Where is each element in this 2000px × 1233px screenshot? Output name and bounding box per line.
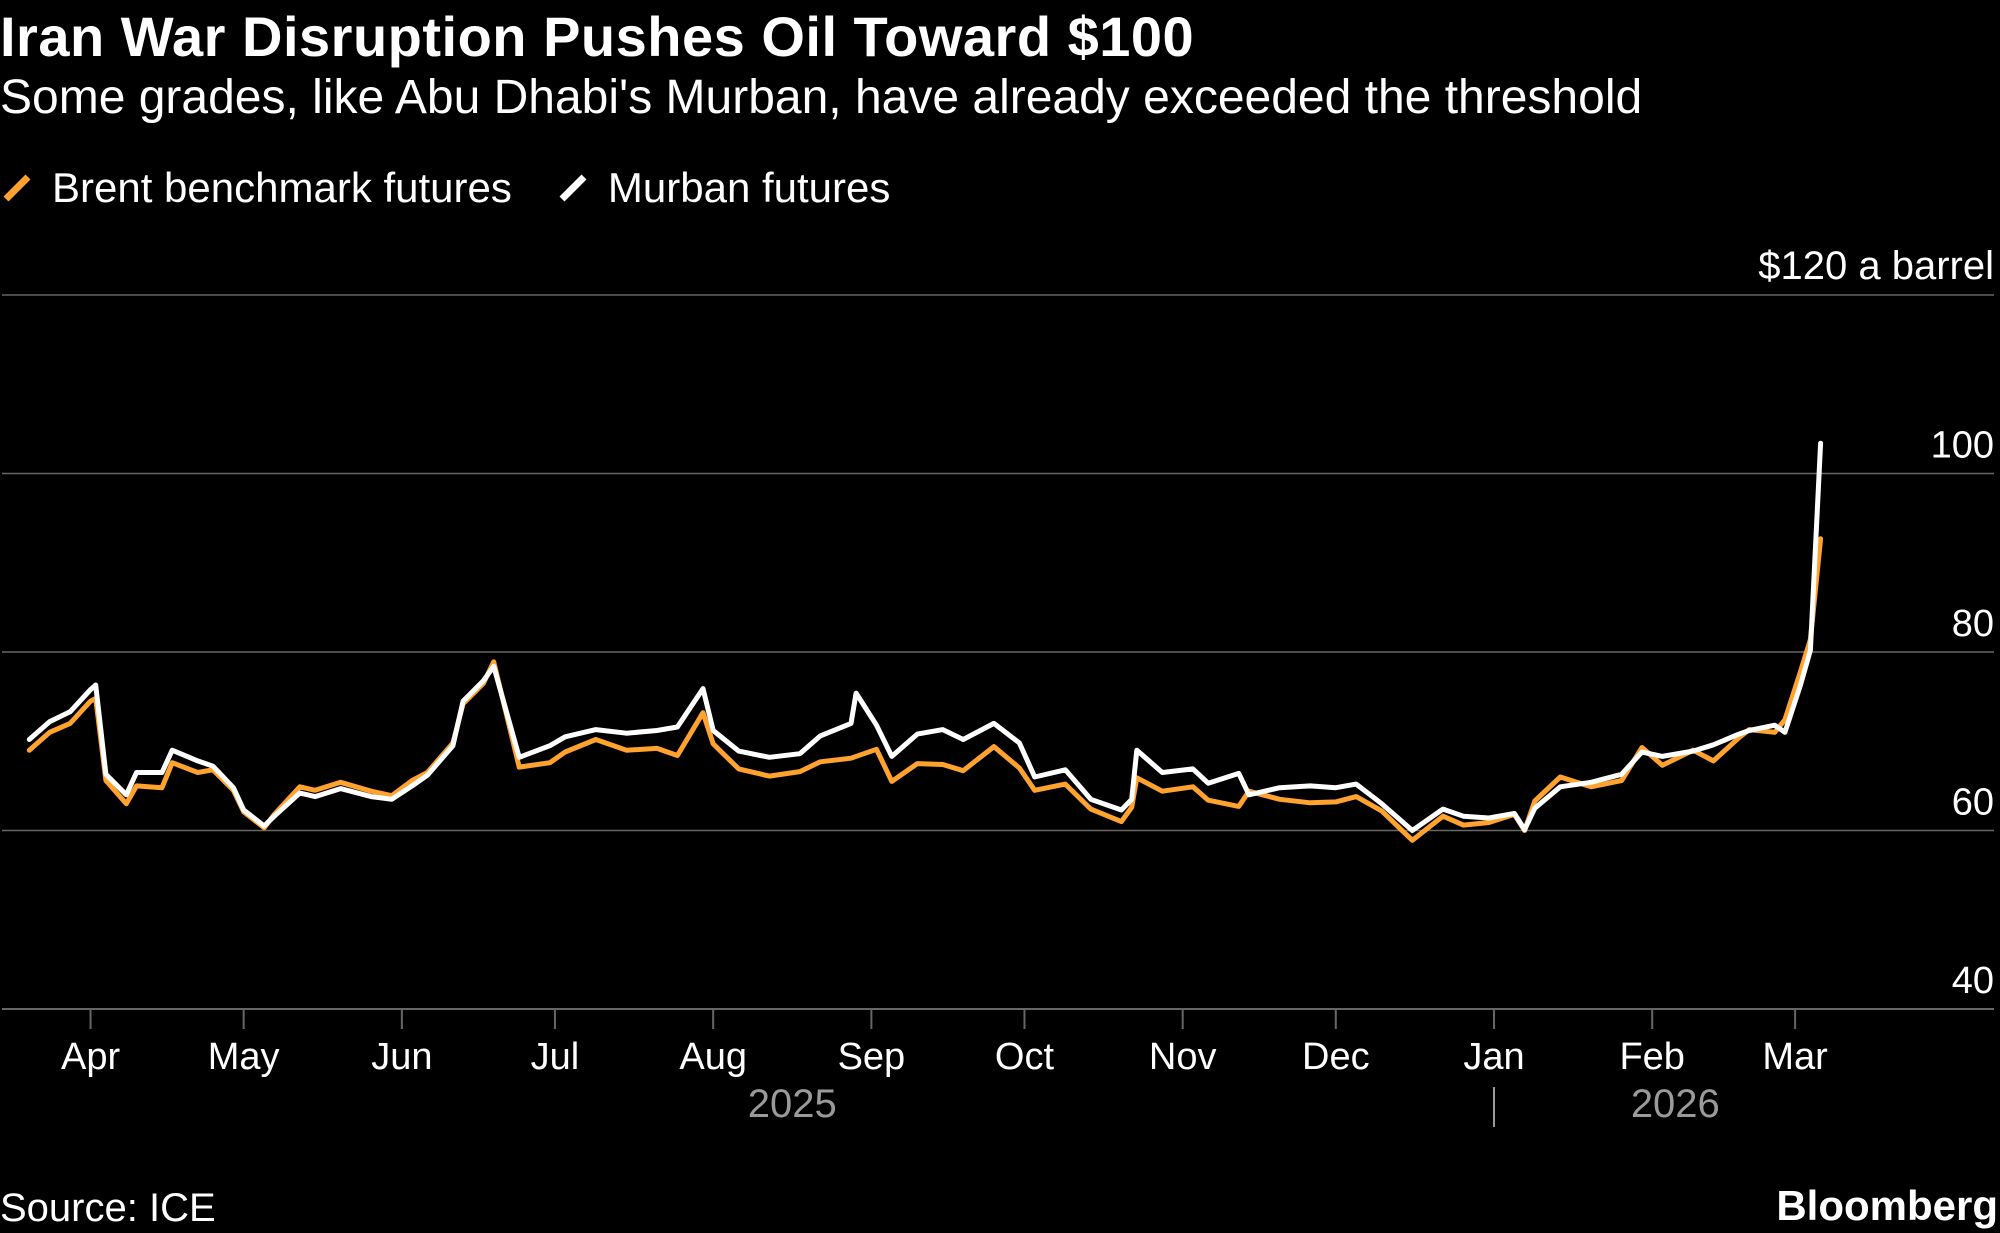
x-tick-label-jan: Jan [1463, 1036, 1524, 1078]
brent-legend-swatch-icon [3, 174, 31, 202]
year-label-2026: 2026 [1631, 1082, 1720, 1126]
y-tick-label-60: 60 [1952, 782, 1994, 824]
y-tick-label-120: $120 a barrel [1758, 244, 1994, 288]
x-tick-label-aug: Aug [679, 1036, 747, 1078]
legend-item-murban: Murban futures [556, 164, 890, 212]
murban-legend-swatch-icon [559, 174, 587, 202]
murban-series-line [26, 440, 1824, 833]
chart-subtitle: Some grades, like Abu Dhabi's Murban, ha… [0, 71, 1643, 124]
bloomberg-logo: Bloomberg [1776, 1182, 1998, 1229]
x-tick-label-dec: Dec [1302, 1036, 1370, 1078]
series-lines [26, 440, 1824, 843]
x-tick-label-oct: Oct [995, 1036, 1055, 1078]
chart-title: Iran War Disruption Pushes Oil Toward $1… [0, 5, 1195, 68]
x-tick-label-may: May [208, 1036, 280, 1078]
x-tick-label-feb: Feb [1619, 1036, 1684, 1078]
x-tick-label-sep: Sep [838, 1036, 906, 1078]
legend-label-murban: Murban futures [607, 164, 891, 211]
legend-item-brent: Brent benchmark futures [0, 164, 512, 212]
x-tick-label-jun: Jun [371, 1036, 432, 1078]
source-note: Source: ICE [0, 1186, 216, 1230]
x-tick-label-nov: Nov [1149, 1036, 1217, 1078]
y-tick-label-40: 40 [1952, 960, 1994, 1002]
x-axis: Apr May Jun Jul Aug Sep Oct Nov Dec Jan Feb Mar 2025… [61, 1009, 1828, 1127]
y-tick-label-100: 100 [1931, 425, 1994, 467]
x-tick-label-mar: Mar [1762, 1036, 1828, 1078]
year-label-2025: 2025 [748, 1082, 837, 1126]
x-tick-label-apr: Apr [61, 1036, 120, 1078]
x-tick-label-jul: Jul [531, 1036, 580, 1078]
legend-label-brent: Brent benchmark futures [52, 164, 512, 211]
legend: Brent benchmark futures Murban futures [0, 160, 890, 216]
gridlines: 40 60 80 100 $120 a barrel [2, 244, 1994, 1010]
y-tick-label-80: 80 [1952, 603, 1994, 645]
